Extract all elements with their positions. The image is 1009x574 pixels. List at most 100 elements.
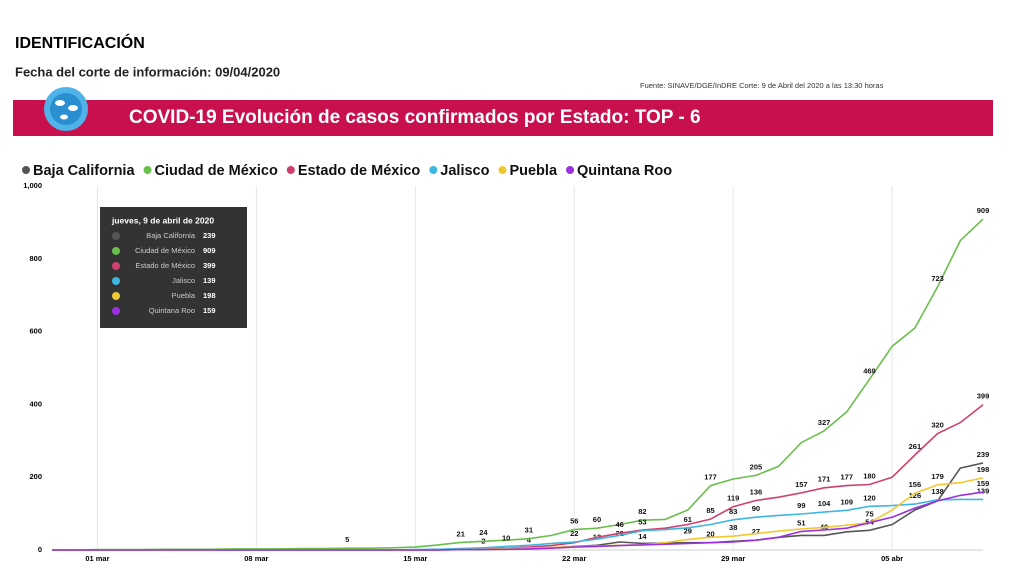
tooltip-name: Baja California: [146, 231, 196, 240]
data-label: 469: [863, 366, 876, 375]
data-label: 327: [818, 418, 831, 427]
y-tick-label: 200: [29, 472, 42, 481]
data-label: 4: [527, 536, 532, 545]
tooltip-name: Quintana Roo: [149, 306, 195, 315]
page-title: IDENTIFICACIÓN: [15, 33, 145, 52]
tooltip-marker: [112, 262, 120, 270]
tooltip-name: Puebla: [172, 291, 196, 300]
series-line: [52, 491, 984, 551]
data-label: 27: [752, 527, 760, 536]
data-label: 31: [525, 526, 533, 535]
data-label: 53: [638, 518, 646, 527]
chart-title: COVID-19 Evolución de casos confirmados …: [129, 107, 701, 128]
data-label: 85: [706, 506, 714, 515]
data-label: 723: [931, 274, 944, 283]
x-tick-label: 05 abr: [881, 554, 903, 563]
tooltip-name: Estado de México: [135, 261, 195, 270]
data-label: 24: [479, 528, 488, 537]
legend-marker: [286, 166, 295, 174]
tooltip-name: Jalisco: [172, 276, 195, 285]
legend-label: Puebla: [509, 163, 557, 179]
legend-item: Quintana Roo: [566, 163, 672, 179]
tooltip-marker: [112, 307, 120, 315]
data-label: 20: [706, 530, 714, 539]
data-label: 75: [865, 510, 873, 519]
data-label: 82: [638, 507, 646, 516]
data-label: 239: [977, 450, 990, 459]
data-label: 90: [752, 504, 760, 513]
tooltip-box: [100, 207, 247, 328]
data-label: 177: [840, 473, 853, 482]
data-label: 180: [863, 471, 876, 480]
data-label: 126: [909, 491, 922, 500]
data-label: 320: [931, 421, 944, 430]
legend-label: Estado de México: [298, 163, 421, 179]
tooltip-value: 139: [203, 276, 216, 285]
legend-item: Estado de México: [286, 163, 421, 179]
tooltip-value: 159: [203, 306, 216, 315]
data-label: 399: [977, 392, 990, 401]
data-label: 909: [977, 206, 990, 215]
legend-label: Baja California: [33, 163, 135, 179]
x-tick-label: 15 mar: [403, 554, 427, 563]
data-label: 138: [931, 487, 944, 496]
data-label: 14: [638, 532, 647, 541]
data-label: 109: [840, 497, 853, 506]
legend-label: Jalisco: [440, 163, 489, 179]
tooltip-value: 909: [203, 246, 216, 255]
legend-marker: [429, 166, 438, 174]
series-line: [52, 498, 983, 551]
data-label: 156: [909, 480, 922, 489]
data-label: 60: [593, 515, 601, 524]
data-label: 56: [570, 517, 578, 526]
tooltip-value: 239: [203, 231, 216, 240]
data-label: 136: [750, 487, 763, 496]
legend-item: Baja California: [22, 163, 135, 179]
legend: Baja California Ciudad de México Estado de…: [22, 163, 672, 179]
data-label: 61: [684, 515, 692, 524]
x-tick-label: 01 mar: [85, 554, 109, 563]
x-tick-label: 08 mar: [244, 554, 268, 563]
tooltip: jueves, 9 de abril de 2020 Baja Californ…: [100, 207, 247, 328]
plot: 0 200 400 600 800 1,000 01 mar 08 mar 15 mar 22 m…: [23, 181, 989, 563]
y-tick-label: 600: [29, 327, 42, 336]
data-label: 119: [727, 494, 739, 503]
tooltip-title: jueves, 9 de abril de 2020: [111, 215, 214, 225]
data-label: 51: [797, 518, 805, 527]
y-tick-label: 800: [29, 254, 42, 263]
legend-label: Ciudad de México: [155, 163, 278, 179]
data-label: 29: [684, 526, 692, 535]
tooltip-value: 399: [203, 261, 216, 270]
tooltip-value: 198: [203, 291, 216, 300]
y-tick-label: 1,000: [23, 181, 42, 190]
data-label: 120: [863, 493, 876, 502]
legend-marker: [143, 166, 152, 174]
data-label: 159: [977, 479, 990, 488]
legend-label: Quintana Roo: [577, 163, 672, 179]
legend-item: Puebla: [498, 163, 558, 179]
data-label: 38: [729, 523, 737, 532]
data-label: 5: [345, 535, 349, 544]
banner: [13, 100, 993, 136]
data-label: 21: [457, 529, 465, 538]
y-tick-label: 0: [38, 545, 42, 554]
legend-marker: [22, 166, 30, 174]
data-label: 179: [931, 472, 944, 481]
data-label: 198: [977, 465, 990, 474]
data-label: 104: [818, 499, 831, 508]
tooltip-marker: [112, 247, 120, 255]
y-tick-label: 400: [29, 399, 42, 408]
date-line: Fecha del corte de información: 09/04/20…: [15, 64, 280, 79]
x-tick-label: 29 mar: [721, 554, 745, 563]
legend-item: Jalisco: [429, 163, 490, 179]
tooltip-name: Ciudad de México: [135, 246, 195, 255]
legend-marker: [566, 166, 575, 174]
data-label: 83: [729, 507, 737, 516]
virus-icon: [44, 87, 88, 131]
data-label: 177: [704, 473, 717, 482]
legend-item: Ciudad de México: [143, 163, 278, 179]
data-label: 205: [750, 462, 763, 471]
tooltip-marker: [112, 232, 120, 240]
source-note: Fuente: SINAVE/DGE/InDRE Corte: 9 de Abr…: [640, 81, 884, 90]
